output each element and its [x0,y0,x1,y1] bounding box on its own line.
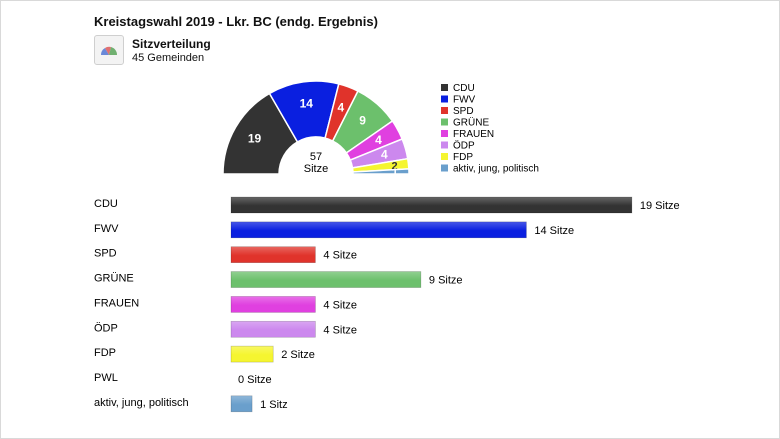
legend-swatch-gruene [441,118,448,126]
donut-value-fwv: 14 [300,97,314,111]
chart-subtitle: Sitzverteilung [132,37,211,51]
bar-value-cdu: 19 Sitze [640,200,680,212]
legend-label-cdu: CDU [453,83,475,94]
bar-value-pwl: 0 Sitze [238,374,272,386]
donut-slice-cdu [222,92,299,175]
legend-swatch-spd [441,107,448,114]
bar-category-fwv: FWV [94,223,119,235]
municipality-count: 45 Gemeinden [132,52,205,64]
bar-fwv [230,221,527,239]
legend-swatch-frauen [441,130,448,137]
donut-value-gruene: 9 [359,113,366,127]
legend-label-frauen: FRAUEN [453,129,494,140]
bar-value-spd: 4 Sitze [323,250,357,262]
donut-value-oedp: 4 [381,148,388,162]
page-title: Kreistagswahl 2019 - Lkr. BC (endg. Erge… [94,14,378,29]
bar-frauen [230,296,316,313]
bar-cdu [230,196,633,214]
donut-value-cdu: 19 [248,132,262,146]
bar-value-oedp: 4 Sitze [323,324,357,336]
legend-swatch-oedp [441,141,448,149]
bar-category-frauen: FRAUEN [94,297,139,309]
legend-label-oedp: ÖDP [453,140,475,152]
bar-category-cdu: CDU [94,198,118,210]
donut-slice-aktiv-jung-politisch [352,168,410,175]
legend-label-fdp: FDP [453,152,473,163]
donut-value-fdp: 2 [391,160,397,172]
bar-spd [230,246,316,263]
seat-distribution-icon [94,35,124,65]
bar-category-fdp: FDP [94,347,116,359]
donut-center-label: Sitze [304,163,328,175]
legend-swatch-fdp [441,153,448,160]
legend-label-fwv: FWV [453,95,476,106]
legend-label-spd: SPD [453,106,474,117]
bar-value-fwv: 14 Sitze [534,225,574,237]
donut-value-aktiv-jung-politisch: 1 [392,167,398,179]
bar-category-pwl: PWL [94,372,118,384]
bar-value-fdp: 2 Sitze [281,349,315,361]
bar-value-gruene: 9 Sitze [429,275,463,287]
legend-swatch-aktiv-jung-politisch [441,164,448,172]
bar-category-spd: SPD [94,248,117,260]
bar-chart: CDU 19 Sitze FWV 14 Sitze SPD 4 Sitze GRÜNE 9 S… [94,196,680,413]
bar-value-frauen: 4 Sitze [323,299,357,311]
bar-category-aktiv-jung-politisch: aktiv, jung, politisch [94,397,189,409]
bar-gruene [230,271,422,288]
bar-category-oedp: ÖDP [94,322,118,334]
bar-oedp [230,320,316,338]
legend-label-aktiv-jung-politisch: aktiv, jung, politisch [453,164,539,175]
legend-label-gruene: GRÜNE [453,117,489,129]
legend-swatch-fwv [441,95,448,103]
bar-value-aktiv-jung-politisch: 1 Sitz [260,399,288,411]
donut-value-spd: 4 [338,101,345,115]
bar-fdp [230,345,274,363]
donut-value-frauen: 4 [375,133,382,147]
donut-center-value: 57 [310,151,322,163]
bar-aktiv-jung-politisch [230,395,253,413]
bar-category-gruene: GRÜNE [94,273,134,285]
legend-swatch-cdu [441,84,448,91]
